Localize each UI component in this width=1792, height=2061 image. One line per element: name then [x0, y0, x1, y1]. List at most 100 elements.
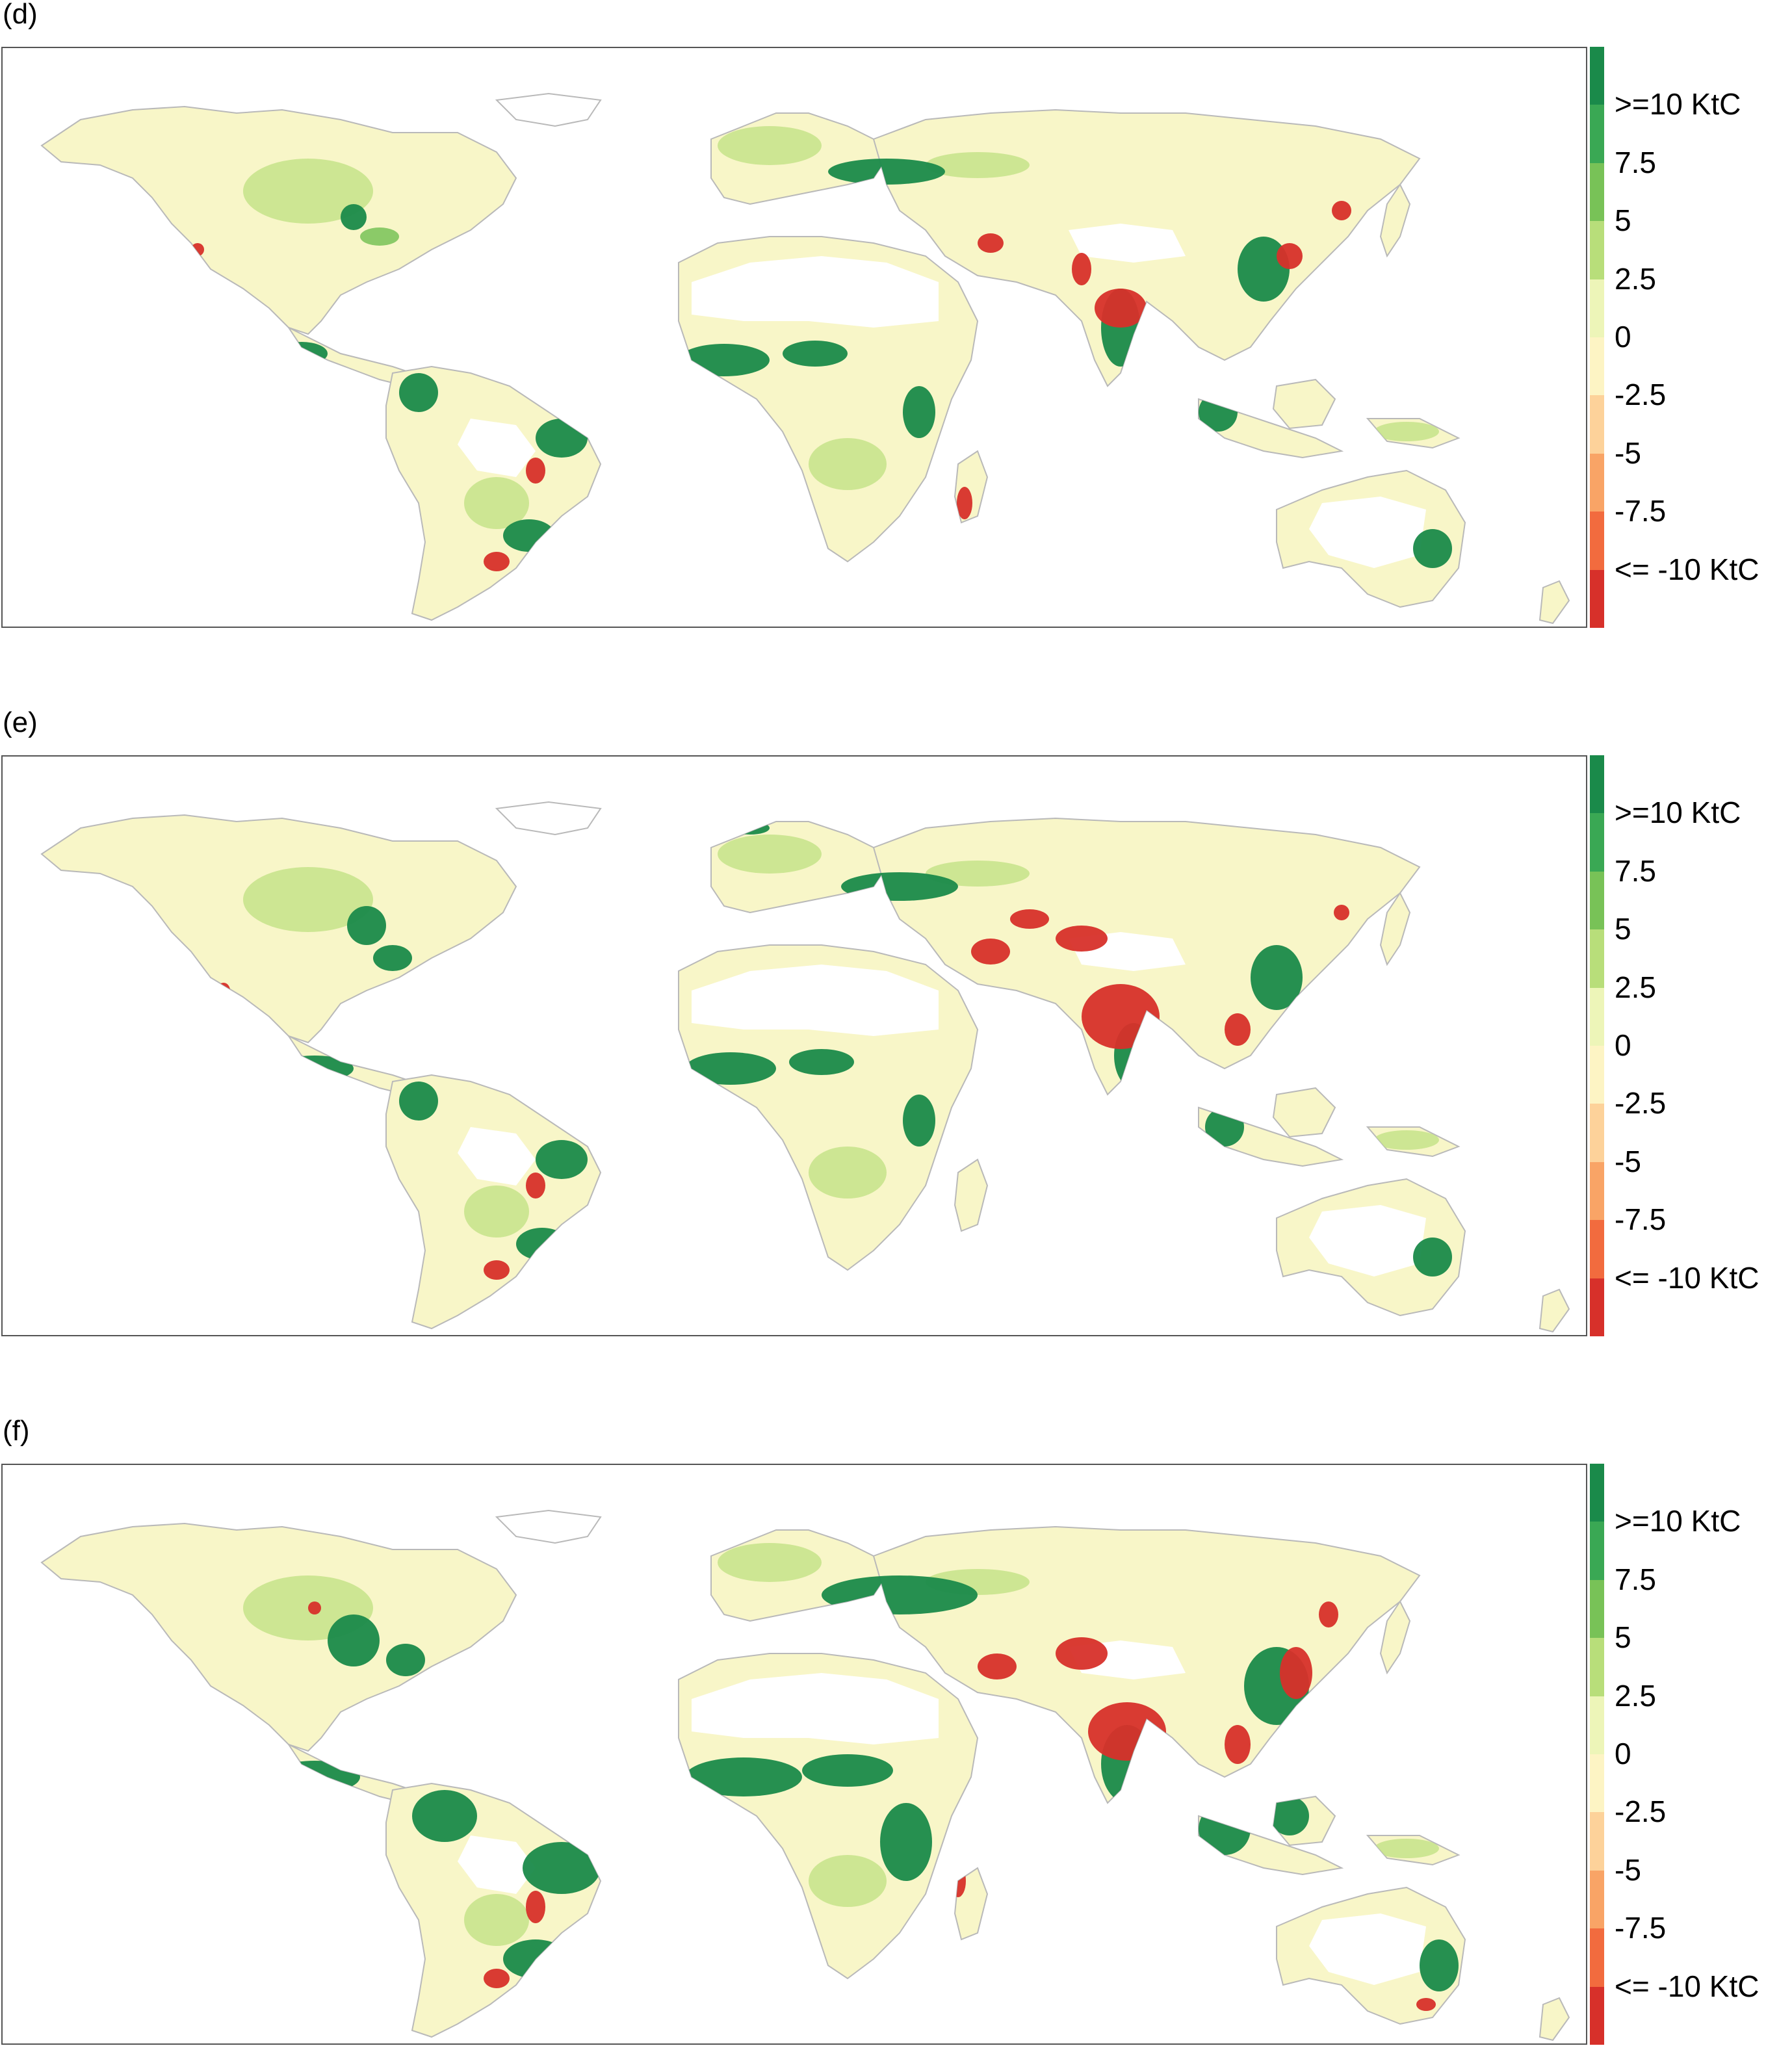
legend-swatch: [1590, 1579, 1604, 1639]
carbon-loss-patch: [1010, 909, 1049, 929]
carbon-loss-patch: [526, 1891, 545, 1923]
legend-label: 5: [1615, 203, 1631, 238]
carbon-gain-patch: [341, 204, 367, 230]
carbon-loss-patch: [971, 939, 1010, 965]
legend-label: -2.5: [1615, 1795, 1667, 1829]
carbon-loss-patch: [484, 1260, 510, 1280]
carbon-gain-patch: [926, 152, 1030, 178]
legend-swatch: [1590, 105, 1604, 164]
carbon-gain-patch: [1374, 1130, 1439, 1150]
landmass-greenland: [495, 1509, 602, 1544]
map-frame: [1, 755, 1587, 1336]
landmass-borneo: [1272, 1087, 1336, 1138]
carbon-gain-patch: [718, 126, 822, 165]
landmass-new-zealand: [1539, 580, 1570, 625]
carbon-gain-patch: [809, 438, 887, 490]
carbon-loss-patch: [1280, 1647, 1312, 1699]
legend-swatch: [1590, 395, 1604, 454]
carbon-loss-patch: [526, 1173, 545, 1199]
color-legend: >=10 KtC 7.5 5 2.5 0 -2.5 -5 -7.5 <= -10 KtC: [1590, 1464, 1785, 2045]
landmass-greenland: [495, 801, 602, 836]
legend-colorbar: [1590, 1464, 1604, 2045]
legend-label: 5: [1615, 1620, 1631, 1655]
legend-label: -5: [1615, 435, 1641, 470]
carbon-change-overlay: [191, 126, 1452, 571]
legend-swatch: [1590, 1812, 1604, 1871]
legend-swatch: [1590, 1278, 1604, 1337]
carbon-gain-patch: [399, 1082, 438, 1121]
landmass-japan: [1379, 1600, 1411, 1675]
legend-swatch: [1590, 1696, 1604, 1755]
carbon-loss-patch: [1082, 984, 1160, 1049]
landmass-north-america: [40, 1522, 517, 1752]
carbon-loss-patch: [1416, 1998, 1436, 2011]
legend-colorbar: [1590, 47, 1604, 629]
carbon-loss-patch: [957, 487, 972, 519]
legend-swatch: [1590, 337, 1604, 396]
legend-label: >=10 KtC: [1615, 1504, 1741, 1538]
landmass-madagascar: [954, 1158, 989, 1232]
legend-swatch: [1590, 47, 1604, 105]
carbon-gain-patch: [1374, 1839, 1439, 1858]
legend-swatch: [1590, 221, 1604, 280]
legend-colorbar: [1590, 755, 1604, 1337]
carbon-gain-patch: [503, 1939, 568, 1978]
legend-swatch: [1590, 871, 1604, 930]
landmass-north-america: [40, 814, 517, 1044]
carbon-loss-patch: [1225, 1013, 1251, 1046]
legend-swatch: [1590, 453, 1604, 512]
carbon-gain-patch: [1420, 1939, 1459, 1991]
carbon-loss-patch: [1095, 289, 1147, 328]
carbon-gain-patch: [464, 1894, 529, 1946]
legend-label: 5: [1615, 912, 1631, 946]
legend-label: 2.5: [1615, 970, 1656, 1004]
carbon-loss-patch: [978, 1653, 1017, 1679]
carbon-gain-patch: [1205, 1108, 1244, 1147]
carbon-gain-patch: [1199, 393, 1238, 432]
carbon-loss-patch: [484, 552, 510, 571]
legend-label: <= -10 KtC: [1615, 1260, 1760, 1295]
carbon-gain-patch: [841, 872, 958, 901]
legend-label: -5: [1615, 1852, 1641, 1887]
legend-label: 7.5: [1615, 1562, 1656, 1596]
carbon-gain-patch: [789, 1049, 854, 1075]
landmass-madagascar: [954, 1867, 989, 1941]
legend-label: 0: [1615, 320, 1631, 354]
carbon-gain-patch: [269, 1761, 360, 1793]
carbon-gain-patch: [503, 519, 555, 552]
legend-swatch: [1590, 755, 1604, 814]
legend-swatch: [1590, 1464, 1604, 1522]
carbon-loss-patch: [1319, 1601, 1338, 1627]
color-legend: >=10 KtC 7.5 5 2.5 0 -2.5 -5 -7.5 <= -10 KtC: [1590, 47, 1785, 629]
landmass-new-zealand: [1539, 1288, 1570, 1333]
carbon-gain-patch: [1238, 237, 1290, 302]
legend-label: 7.5: [1615, 145, 1656, 179]
carbon-gain-patch: [464, 477, 529, 529]
carbon-gain-patch: [386, 1644, 425, 1676]
legend-swatch: [1590, 1046, 1604, 1104]
carbon-gain-patch: [750, 209, 815, 225]
legend-swatch: [1590, 1161, 1604, 1221]
carbon-gain-patch: [516, 1228, 568, 1260]
carbon-gain-patch: [360, 227, 399, 246]
low-change-area: [692, 256, 939, 328]
landmass-japan: [1379, 892, 1411, 966]
carbon-gain-patch: [243, 867, 373, 932]
legend-swatch: [1590, 162, 1604, 222]
world-map: [40, 92, 1570, 625]
legend-label: >=10 KtC: [1615, 87, 1741, 122]
legend-label: <= -10 KtC: [1615, 1969, 1760, 2003]
carbon-loss-patch: [217, 983, 230, 998]
legend-swatch: [1590, 929, 1604, 989]
legend-swatch: [1590, 1522, 1604, 1581]
legend-label: <= -10 KtC: [1615, 552, 1760, 586]
panel-label: (f): [3, 1415, 30, 1447]
legend-swatch: [1590, 987, 1604, 1046]
world-map: [40, 1509, 1570, 2042]
legend-label: -7.5: [1615, 1202, 1667, 1237]
map-panel: (d) >=10 KtC 7.5 5 2.5 0 -2.5 -5 -7.5 <= -10 KtC: [0, 0, 1792, 650]
world-map: [40, 801, 1570, 1333]
carbon-gain-patch: [679, 344, 770, 376]
carbon-gain-patch: [718, 835, 822, 874]
carbon-gain-patch: [718, 1543, 822, 1582]
